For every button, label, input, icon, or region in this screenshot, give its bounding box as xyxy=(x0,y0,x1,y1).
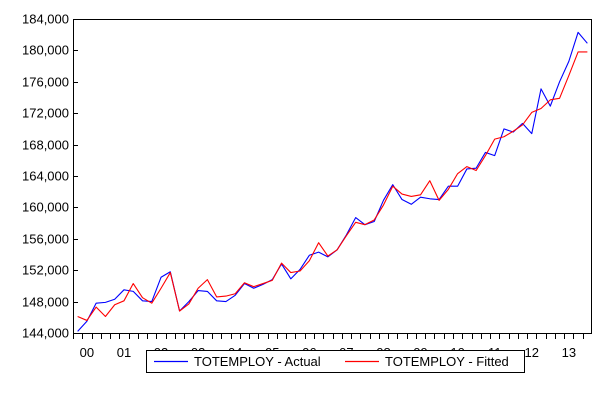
y-axis: 144,000 148,000 152,000 156,000 160,000 164,0… xyxy=(22,12,78,341)
plot-area: 144,000 148,000 152,000 156,000 160,000 164,0… xyxy=(22,12,592,360)
x-tick-label: 00 xyxy=(80,345,94,360)
x-tick-label: 13 xyxy=(562,345,576,360)
y-tick-label: 160,000 xyxy=(22,200,69,215)
legend-label: TOTEMPLOY - Actual xyxy=(194,354,321,369)
y-tick-label: 184,000 xyxy=(22,12,69,27)
y-tick-label: 172,000 xyxy=(22,106,69,121)
legend-label: TOTEMPLOY - Fitted xyxy=(385,354,509,369)
y-tick-label: 180,000 xyxy=(22,43,69,58)
y-tick-label: 148,000 xyxy=(22,295,69,310)
y-tick-label: 164,000 xyxy=(22,169,69,184)
legend-box xyxy=(146,350,525,373)
x-tick-label: 01 xyxy=(117,345,131,360)
y-tick-label: 152,000 xyxy=(22,263,69,278)
series-line-fitted xyxy=(77,51,588,321)
y-tick-label: 176,000 xyxy=(22,75,69,90)
legend: TOTEMPLOY - Actual TOTEMPLOY - Fitted xyxy=(146,350,525,373)
y-tick-label: 144,000 xyxy=(22,326,69,341)
x-tick-label: 12 xyxy=(525,345,539,360)
series-layer xyxy=(77,31,588,332)
plot-frame xyxy=(73,19,592,334)
y-tick-label: 156,000 xyxy=(22,232,69,247)
y-tick-label: 168,000 xyxy=(22,138,69,153)
